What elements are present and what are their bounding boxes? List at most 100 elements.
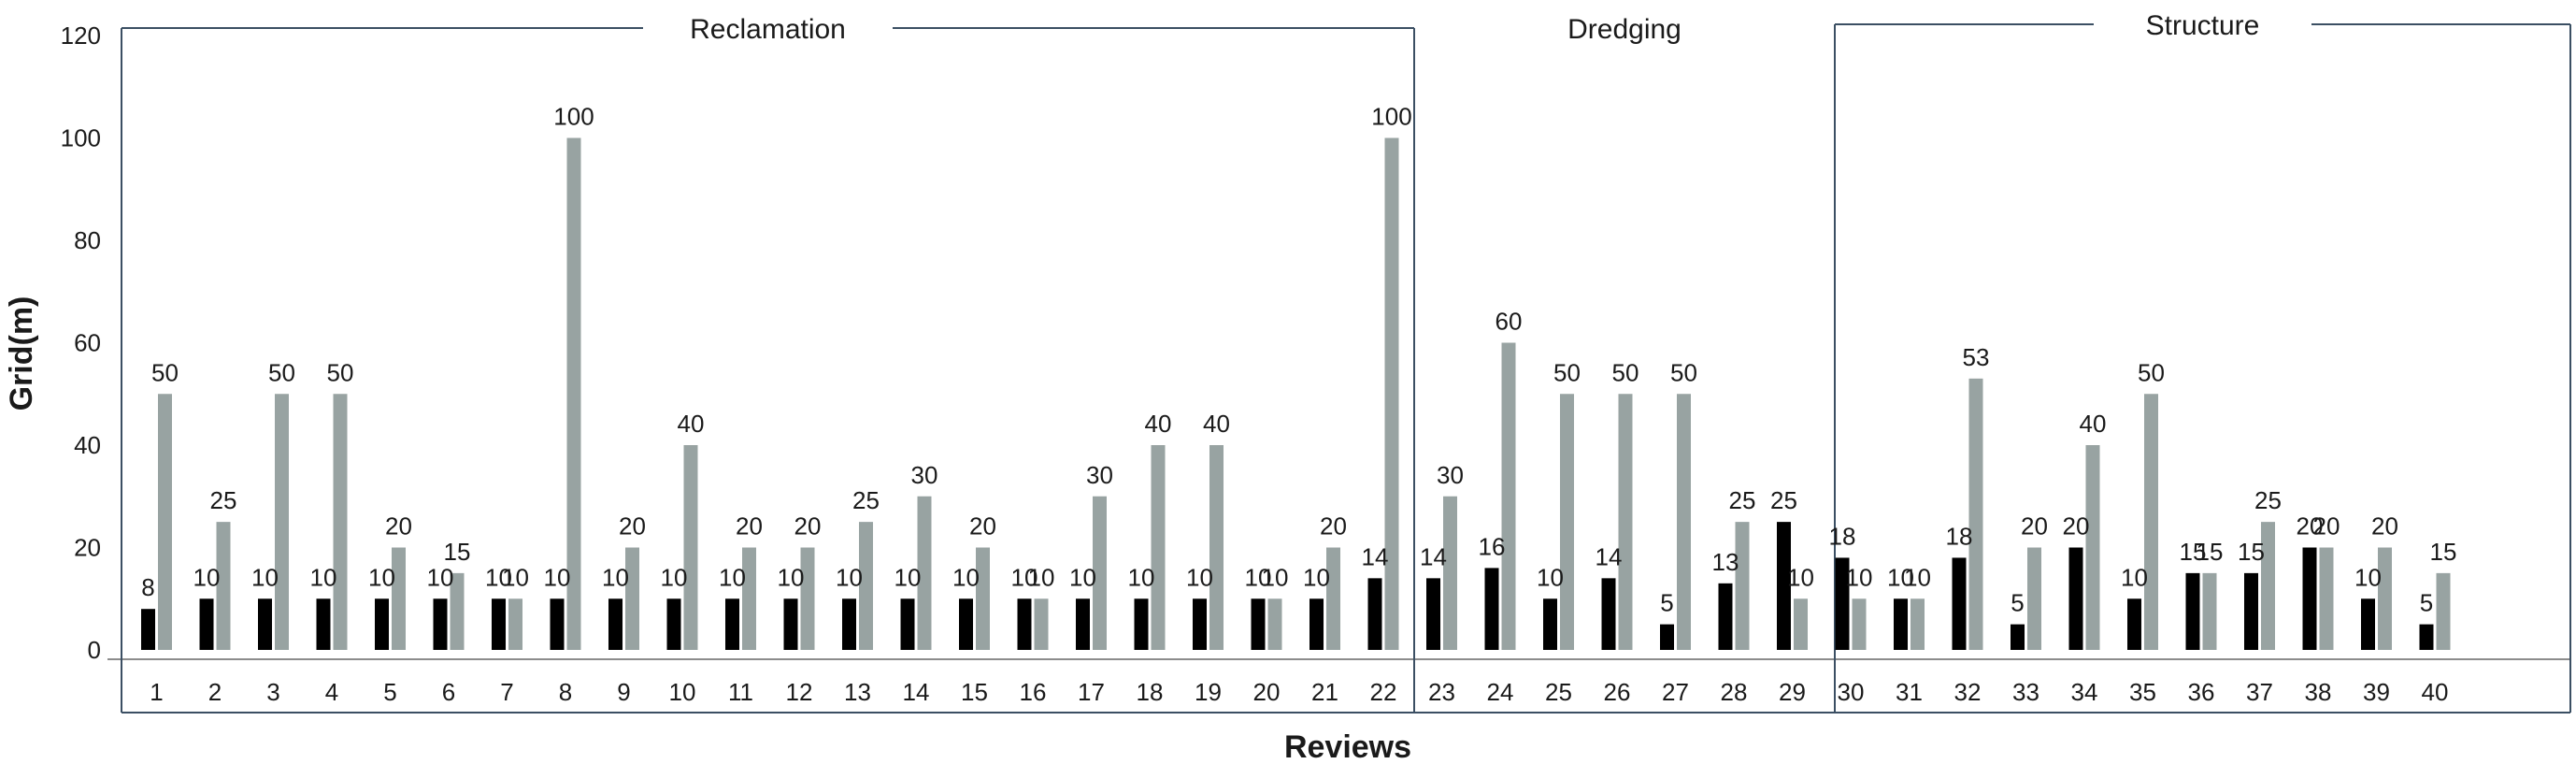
bar-series1 — [900, 598, 915, 650]
x-tick-label: 29 — [1779, 678, 1806, 706]
bar-series1 — [783, 598, 798, 650]
data-label-series2: 50 — [1612, 358, 1639, 386]
bar-series1 — [199, 598, 214, 650]
x-tick-label: 37 — [2246, 678, 2273, 706]
data-label-series2: 15 — [2197, 538, 2224, 566]
data-label-series1: 16 — [1479, 532, 1506, 560]
data-label-series1: 18 — [1829, 522, 1856, 550]
data-label-series2: 30 — [911, 461, 938, 489]
bar-series2 — [392, 547, 406, 650]
data-label-series1: 10 — [719, 563, 746, 591]
group-label-dredging: Dredging — [1567, 14, 1682, 45]
bar-series2 — [2261, 522, 2275, 650]
data-label-series1: 14 — [1596, 542, 1623, 570]
data-label-series1: 14 — [1362, 542, 1389, 570]
bar-series1 — [1367, 578, 1382, 650]
bar-series1 — [316, 598, 331, 650]
x-tick-label: 33 — [2012, 678, 2039, 706]
bar-series2 — [2144, 394, 2158, 650]
data-label-series2: 25 — [1729, 486, 1756, 514]
data-label-series2: 100 — [1371, 103, 1411, 131]
data-label-series2: 25 — [2254, 486, 2282, 514]
bar-series2 — [859, 522, 873, 650]
x-tick-label: 20 — [1253, 678, 1281, 706]
bar-series2 — [683, 445, 698, 650]
bar-series2 — [2027, 547, 2041, 650]
data-label-series1: 10 — [1887, 563, 1914, 591]
y-tick-label: 80 — [74, 226, 101, 254]
x-tick-label: 7 — [500, 678, 513, 706]
bar-series1 — [1660, 624, 1674, 650]
x-tick-label: 15 — [961, 678, 988, 706]
x-tick-label: 11 — [728, 678, 753, 706]
x-tick-label: 25 — [1545, 678, 1572, 706]
group-label-structure: Structure — [2146, 10, 2260, 41]
data-label-series1: 10 — [193, 563, 221, 591]
bar-series1 — [492, 598, 506, 650]
bar-series1 — [375, 598, 389, 650]
bar-series2 — [1209, 445, 1224, 650]
x-tick-label: 4 — [325, 678, 338, 706]
bar-series1 — [2127, 598, 2141, 650]
bar-series1 — [1952, 557, 1967, 650]
data-label-series1: 10 — [1245, 563, 1272, 591]
data-label-series2: 30 — [1437, 461, 1464, 489]
data-label-series2: 20 — [619, 512, 646, 541]
data-label-series1: 20 — [2297, 512, 2324, 541]
bar-series1 — [1484, 568, 1499, 650]
data-label-series1: 18 — [1946, 522, 1973, 550]
x-tick-label: 13 — [844, 678, 871, 706]
bar-series1 — [2361, 598, 2375, 650]
bar-series2 — [1443, 496, 1457, 650]
bar-series2 — [2085, 445, 2100, 650]
x-tick-label: 2 — [208, 678, 222, 706]
data-label-series2: 40 — [678, 410, 705, 438]
data-label-series1: 10 — [1186, 563, 1213, 591]
x-tick-label: 32 — [1954, 678, 1982, 706]
data-label-series2: 10 — [1787, 563, 1814, 591]
data-label-series1: 10 — [544, 563, 571, 591]
bar-series1 — [1894, 598, 1908, 650]
data-label-series1: 20 — [2063, 512, 2090, 541]
data-label-series2: 20 — [2313, 512, 2340, 541]
y-axis-label: Grid(m) — [4, 296, 39, 411]
data-label-series2: 20 — [1320, 512, 1347, 541]
data-label-series2: 10 — [502, 563, 529, 591]
bar-series2 — [158, 394, 172, 650]
bar-series1 — [725, 598, 739, 650]
data-label-series2: 50 — [268, 358, 295, 386]
data-label-series1: 10 — [836, 563, 863, 591]
data-label-series2: 40 — [1203, 410, 1230, 438]
bar-series2 — [1677, 394, 1691, 650]
bar-series2 — [216, 522, 231, 650]
data-label-series2: 40 — [2080, 410, 2107, 438]
x-tick-label: 39 — [2363, 678, 2390, 706]
bar-series2 — [2436, 572, 2451, 650]
bar-series2 — [1911, 598, 1925, 650]
data-label-series2: 10 — [1904, 563, 1931, 591]
bar-series2 — [742, 547, 756, 650]
bar-series1 — [1835, 557, 1850, 650]
data-label-series2: 50 — [327, 358, 354, 386]
bar-series1 — [1134, 598, 1149, 650]
group-label-reclamation: Reclamation — [690, 14, 846, 45]
bar-series1 — [2302, 547, 2317, 650]
data-label-series1: 5 — [2420, 589, 2433, 617]
data-label-series1: 10 — [2121, 563, 2148, 591]
data-label-series2: 50 — [1553, 358, 1581, 386]
y-tick-label: 40 — [74, 431, 101, 459]
bar-series1 — [550, 598, 565, 650]
data-label-series1: 10 — [602, 563, 629, 591]
x-tick-label: 21 — [1311, 678, 1338, 706]
data-label-series2: 20 — [736, 512, 763, 541]
bar-series1 — [1718, 583, 1733, 650]
bar-series1 — [258, 598, 272, 650]
data-label-series1: 10 — [427, 563, 454, 591]
bar-series1 — [959, 598, 973, 650]
bar-series1 — [1543, 598, 1557, 650]
data-label-series1: 5 — [2011, 589, 2024, 617]
data-label-series2: 50 — [2138, 358, 2165, 386]
bar-series2 — [275, 394, 289, 650]
bar-series2 — [800, 547, 815, 650]
bar-series2 — [2319, 547, 2334, 650]
